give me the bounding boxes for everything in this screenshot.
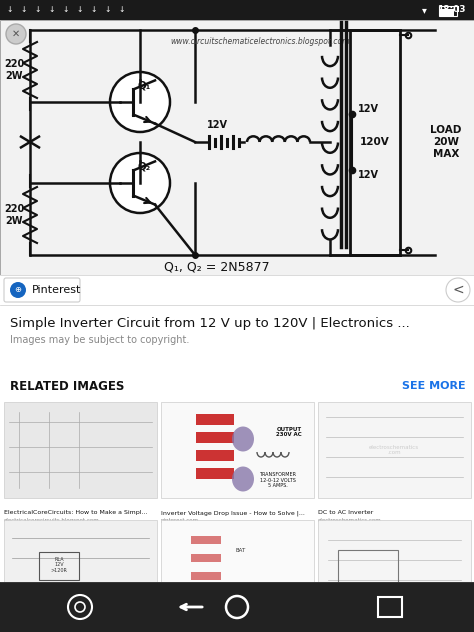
Bar bbox=[161, 520, 314, 616]
FancyBboxPatch shape bbox=[4, 278, 80, 302]
Text: 12V: 12V bbox=[358, 104, 379, 114]
Text: RELATED IMAGES: RELATED IMAGES bbox=[10, 379, 124, 392]
Text: Pinterest: Pinterest bbox=[32, 285, 82, 295]
Text: Q₂: Q₂ bbox=[138, 162, 151, 171]
Text: <: < bbox=[452, 283, 464, 297]
Text: TRANSFORMER
12-0-12 VOLTS
5 AMPS.: TRANSFORMER 12-0-12 VOLTS 5 AMPS. bbox=[259, 471, 296, 489]
Text: ↓: ↓ bbox=[21, 6, 27, 15]
Text: ↓: ↓ bbox=[91, 6, 97, 15]
Bar bbox=[0, 582, 474, 632]
Bar bbox=[196, 414, 234, 425]
Text: pinterest.com: pinterest.com bbox=[161, 518, 199, 523]
Circle shape bbox=[6, 24, 26, 44]
Bar bbox=[196, 432, 234, 443]
Text: electroschematics.com: electroschematics.com bbox=[318, 518, 382, 523]
Text: www.circuitschematicelectronics.blogspot.com: www.circuitschematicelectronics.blogspot… bbox=[170, 37, 350, 47]
Circle shape bbox=[446, 278, 470, 302]
Text: BAT: BAT bbox=[236, 547, 246, 552]
Text: ↓: ↓ bbox=[63, 6, 69, 15]
Text: DC to AC Inverter: DC to AC Inverter bbox=[318, 510, 373, 515]
Bar bbox=[338, 550, 398, 590]
Text: Simple Inverter Circuit from 12 V up to 120V | Electronics ...: Simple Inverter Circuit from 12 V up to … bbox=[10, 317, 410, 329]
Circle shape bbox=[110, 72, 170, 132]
Bar bbox=[0, 370, 474, 398]
Text: LOAD
20W
MAX: LOAD 20W MAX bbox=[430, 125, 462, 159]
Text: RLA
12V
>120R: RLA 12V >120R bbox=[51, 557, 67, 573]
Text: 220
2W: 220 2W bbox=[4, 204, 24, 226]
Bar bbox=[439, 6, 457, 16]
Text: ↓: ↓ bbox=[77, 6, 83, 15]
Bar bbox=[161, 402, 314, 498]
Bar bbox=[440, 9, 454, 17]
Text: Images may be subject to copyright.: Images may be subject to copyright. bbox=[10, 335, 190, 345]
Text: ↓: ↓ bbox=[7, 6, 13, 15]
Text: OUTPUT
230V AC: OUTPUT 230V AC bbox=[276, 427, 302, 437]
Ellipse shape bbox=[232, 466, 254, 492]
Bar bbox=[318, 402, 471, 498]
Bar bbox=[4, 402, 157, 498]
Text: 12V: 12V bbox=[358, 170, 379, 180]
Text: Q₁, Q₂ = 2N5877: Q₁, Q₂ = 2N5877 bbox=[164, 260, 270, 274]
Bar bbox=[0, 398, 474, 582]
Circle shape bbox=[10, 282, 26, 298]
Bar bbox=[318, 520, 471, 616]
Text: Bipolar Transistor Cookbook — Part 3 | Nuts...: Bipolar Transistor Cookbook — Part 3 | N… bbox=[4, 628, 147, 632]
Text: ElectricalCoreCircuits: How to Make a Simpl...: ElectricalCoreCircuits: How to Make a Si… bbox=[4, 510, 147, 515]
Bar bbox=[378, 597, 402, 617]
Bar bbox=[196, 450, 234, 461]
Bar bbox=[457, 6, 459, 12]
Text: electricalcorecircuits.blogspot.com: electricalcorecircuits.blogspot.com bbox=[4, 518, 100, 523]
Ellipse shape bbox=[232, 427, 254, 451]
Text: electroschematics
.com: electroschematics .com bbox=[369, 444, 419, 456]
Bar bbox=[191, 572, 221, 580]
Text: 12V: 12V bbox=[207, 120, 228, 130]
Bar bbox=[191, 536, 221, 544]
Text: Inverter Voltage Drop Issue - How to Solve |...: Inverter Voltage Drop Issue - How to Sol… bbox=[161, 510, 305, 516]
Bar bbox=[0, 20, 474, 275]
Text: ⊕: ⊕ bbox=[15, 286, 21, 295]
Bar bbox=[39, 552, 79, 580]
Text: ↓: ↓ bbox=[35, 6, 41, 15]
Text: ↓: ↓ bbox=[105, 6, 111, 15]
Text: ✕: ✕ bbox=[12, 29, 20, 39]
Text: SEE MORE: SEE MORE bbox=[402, 381, 466, 391]
Text: ▾: ▾ bbox=[421, 5, 427, 15]
Bar bbox=[0, 20, 474, 275]
Bar bbox=[0, 275, 474, 305]
Bar bbox=[196, 468, 234, 479]
Text: ↓: ↓ bbox=[119, 6, 125, 15]
Bar bbox=[191, 590, 221, 598]
Text: 220
2W: 220 2W bbox=[4, 59, 24, 81]
Bar bbox=[0, 0, 474, 20]
Bar bbox=[0, 305, 474, 370]
Text: Q₁: Q₁ bbox=[138, 80, 151, 90]
Text: ↓: ↓ bbox=[49, 6, 55, 15]
Bar bbox=[191, 554, 221, 562]
Bar bbox=[4, 520, 157, 616]
Text: 120V: 120V bbox=[360, 137, 390, 147]
Text: 18:03: 18:03 bbox=[438, 6, 466, 15]
Text: FIGURE 6 – BASIC ONE TRANSFORMER INVERTER CIRCUIT.: FIGURE 6 – BASIC ONE TRANSFORMER INVERTE… bbox=[318, 628, 474, 632]
Bar bbox=[350, 30, 400, 255]
Circle shape bbox=[110, 153, 170, 213]
